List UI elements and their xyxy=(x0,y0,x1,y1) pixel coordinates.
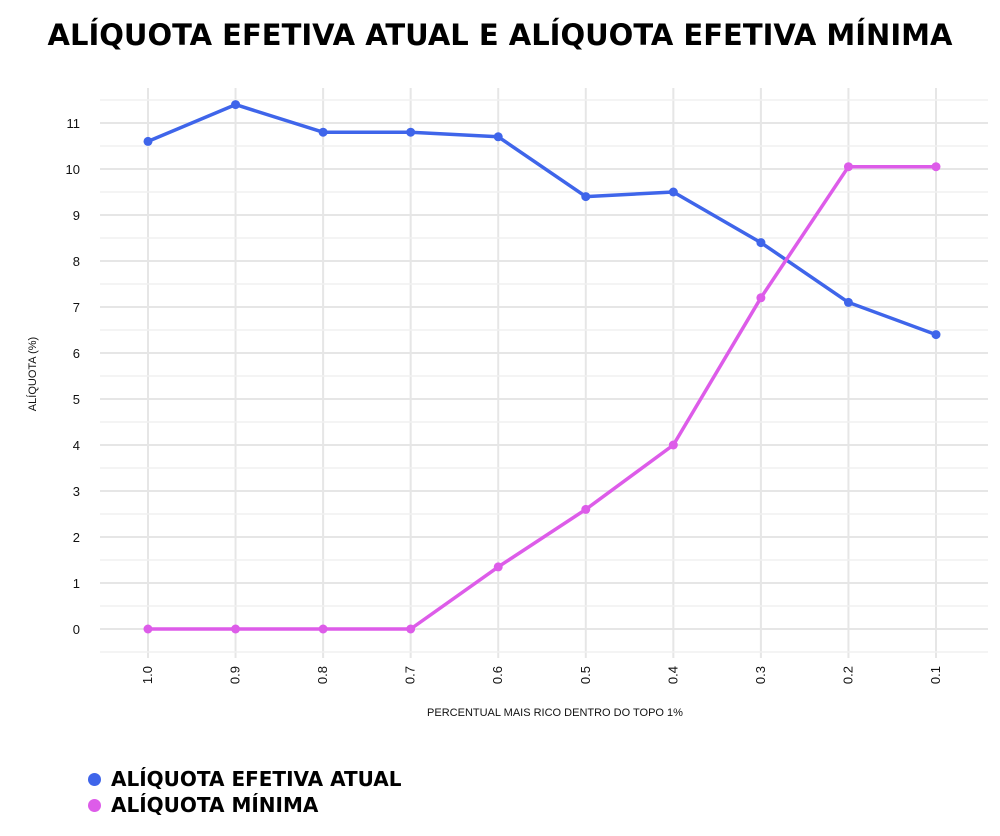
x-axis-ticks: 1.0 0.9 0.8 0.7 0.6 0.5 0.4 0.3 0.2 0.1 xyxy=(140,666,943,684)
y-tick-label: 9 xyxy=(73,208,80,223)
x-tick-label: 0.1 xyxy=(928,666,943,684)
legend-label: ALÍQUOTA EFETIVA ATUAL xyxy=(111,767,402,791)
y-axis-label: ALÍQUOTA (%) xyxy=(26,337,39,411)
y-tick-label: 7 xyxy=(73,300,80,315)
legend-item: ALÍQUOTA EFETIVA ATUAL xyxy=(88,766,402,792)
data-point xyxy=(493,562,503,572)
series-1 xyxy=(143,100,941,340)
series-2 xyxy=(143,162,941,634)
data-point xyxy=(668,187,678,197)
data-point xyxy=(493,132,503,142)
data-point xyxy=(318,127,328,137)
data-point xyxy=(581,192,591,202)
x-tick-label: 0.4 xyxy=(665,666,680,684)
legend-marker xyxy=(88,772,101,786)
y-tick-label: 1 xyxy=(73,576,80,591)
series-line xyxy=(146,102,938,337)
data-point xyxy=(231,624,241,634)
y-tick-label: 10 xyxy=(66,162,80,177)
x-tick-label: 0.8 xyxy=(315,666,330,684)
data-point xyxy=(668,440,678,450)
x-tick-label: 0.5 xyxy=(578,666,593,684)
x-tick-label: 0.2 xyxy=(840,666,855,684)
legend: ALÍQUOTA EFETIVA ATUAL ALÍQUOTA MÍNIMA xyxy=(88,766,402,818)
data-point xyxy=(581,504,591,514)
data-point xyxy=(843,297,853,307)
data-point xyxy=(143,624,153,634)
series xyxy=(143,100,941,634)
data-point xyxy=(406,127,416,137)
x-tick-label: 0.7 xyxy=(403,666,418,684)
x-axis-label: PERCENTUAL MAIS RICO DENTRO DO TOPO 1% xyxy=(427,707,683,719)
y-axis-ticks: 0 1 2 3 4 5 6 7 8 9 10 11 xyxy=(66,116,80,637)
data-point xyxy=(756,238,766,248)
y-tick-label: 8 xyxy=(73,254,80,269)
data-point xyxy=(931,162,941,172)
x-tick-label: 0.9 xyxy=(228,666,243,684)
legend-item: ALÍQUOTA MÍNIMA xyxy=(88,792,402,818)
data-point xyxy=(406,624,416,634)
y-tick-label: 4 xyxy=(73,438,80,453)
x-tick-label: 0.6 xyxy=(490,666,505,684)
legend-marker xyxy=(88,798,101,812)
data-point xyxy=(143,136,153,146)
x-tick-label: 1.0 xyxy=(140,666,155,684)
y-tick-label: 11 xyxy=(67,116,81,131)
data-point xyxy=(231,100,241,110)
y-tick-label: 3 xyxy=(73,484,80,499)
grid xyxy=(100,88,988,658)
data-point xyxy=(843,162,853,172)
y-tick-label: 0 xyxy=(73,622,80,637)
chart-title: ALÍQUOTA EFETIVA ATUAL E ALÍQUOTA EFETIV… xyxy=(47,18,953,52)
x-tick-label: 0.3 xyxy=(753,666,768,684)
legend-label: ALÍQUOTA MÍNIMA xyxy=(111,793,319,817)
y-tick-label: 5 xyxy=(73,392,80,407)
y-tick-label: 2 xyxy=(73,530,80,545)
data-point xyxy=(756,293,766,303)
y-tick-label: 6 xyxy=(73,346,80,361)
data-point xyxy=(318,624,328,634)
series-line xyxy=(146,164,938,631)
data-point xyxy=(931,330,941,340)
